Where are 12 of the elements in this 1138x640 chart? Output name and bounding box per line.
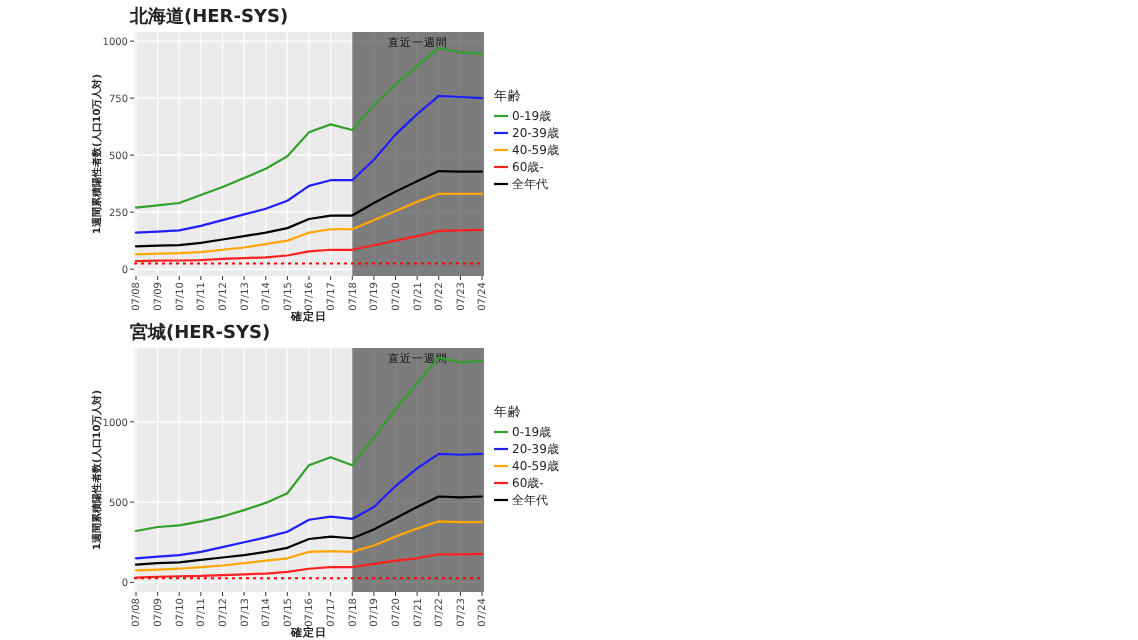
chart-title: 宮城(HER-SYS) [130, 322, 271, 344]
chart-title: 北海道(HER-SYS) [128, 6, 289, 28]
line-series [134, 520, 484, 572]
line-series [134, 356, 484, 533]
line-series [134, 552, 484, 579]
line-series [134, 170, 484, 248]
line-series [134, 452, 484, 560]
line-series [134, 192, 484, 256]
line-series [134, 495, 484, 566]
line-series [134, 228, 484, 263]
line-series [134, 46, 484, 209]
line-series [134, 94, 484, 234]
